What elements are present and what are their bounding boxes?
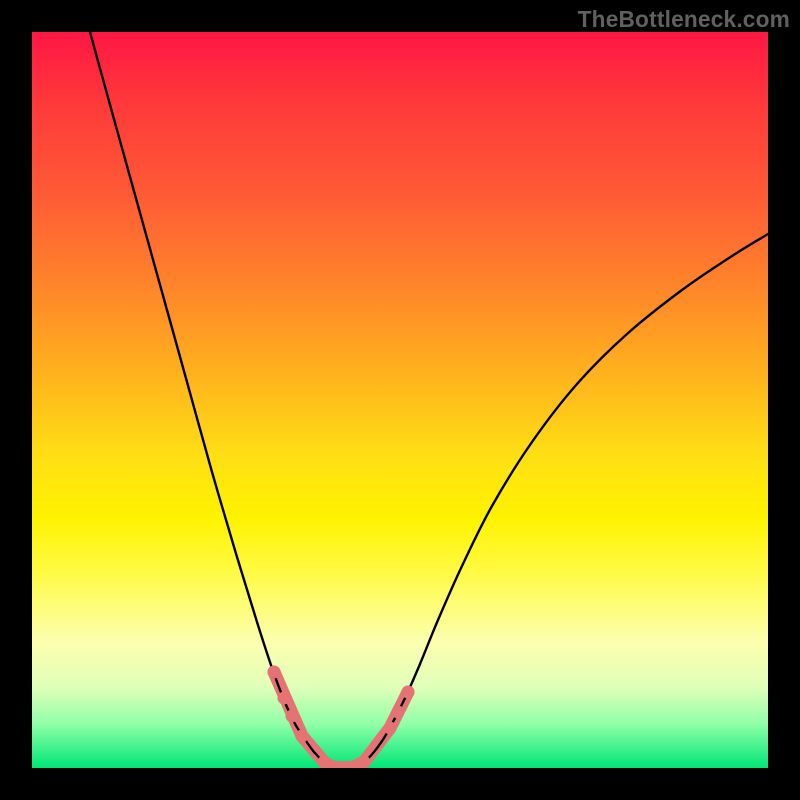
- chart-plot-area: [32, 32, 768, 768]
- chart-frame: TheBottleneck.com: [0, 0, 800, 800]
- v-curve-svg: [32, 32, 768, 768]
- curve-lines: [90, 32, 768, 768]
- watermark-text: TheBottleneck.com: [578, 6, 790, 33]
